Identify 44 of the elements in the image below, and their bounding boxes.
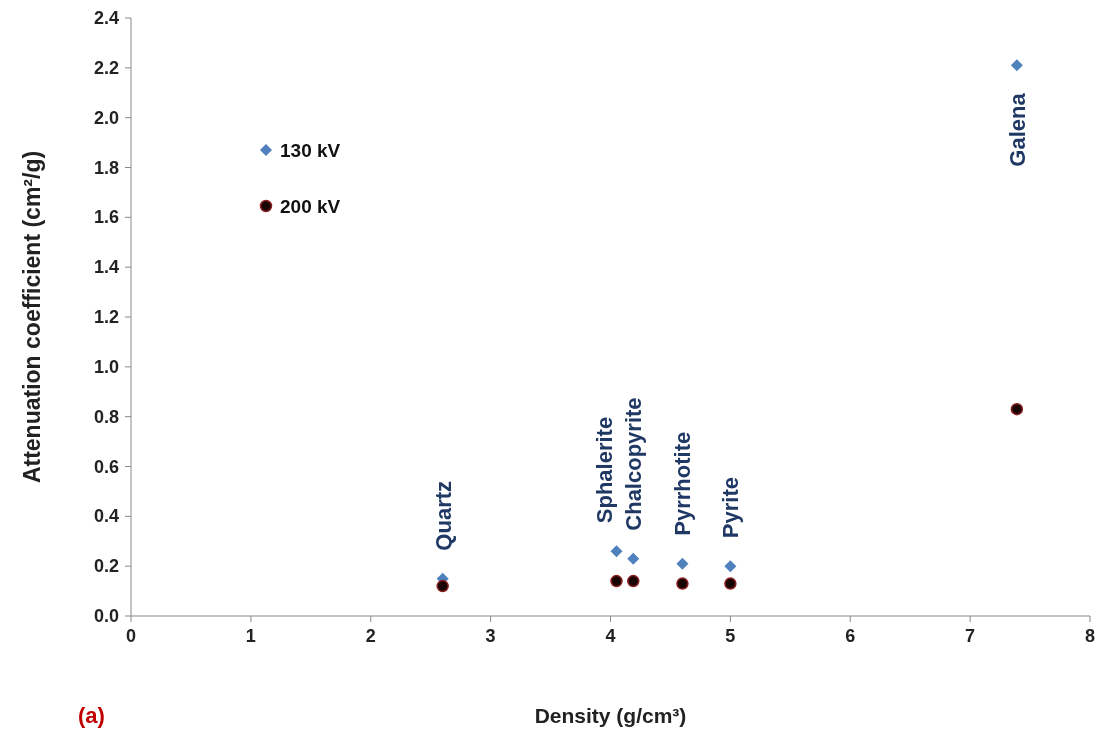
y-tick-label: 1.8 xyxy=(93,157,119,178)
legend-label: 200 kV xyxy=(280,196,341,217)
y-axis-title: Attenuation coefficient (cm²/g) xyxy=(19,150,45,484)
x-axis-title: Density (g/cm³) xyxy=(534,704,687,727)
point xyxy=(676,557,689,570)
point xyxy=(1010,59,1023,72)
y-tick-label: 2.4 xyxy=(93,8,119,28)
point xyxy=(610,574,623,588)
y-tick-label: 0.2 xyxy=(93,556,119,577)
annotation: Sphalerite xyxy=(592,416,618,524)
legend-label: 130 kV xyxy=(280,140,341,161)
point xyxy=(676,577,689,590)
point xyxy=(436,579,449,593)
y-tick-label: 1.0 xyxy=(93,356,119,377)
y-tick-label: 0.6 xyxy=(93,456,119,477)
text: (a) xyxy=(78,703,105,728)
point xyxy=(1010,402,1024,416)
y-tick-label: 2.2 xyxy=(93,57,119,78)
y-tick-label: 1.2 xyxy=(93,307,119,327)
point xyxy=(724,560,737,573)
x-tick-label: 3 xyxy=(485,626,496,646)
x-tick-label: 4 xyxy=(605,626,616,646)
annotation: Pyrite xyxy=(718,477,744,539)
y-tick-label: 0.8 xyxy=(93,406,119,427)
point xyxy=(724,577,737,590)
y-tick-label: 1.6 xyxy=(93,207,119,228)
y-tick-label: 0.4 xyxy=(93,506,119,527)
x-tick-label: 6 xyxy=(845,626,856,646)
y-tick-label: 0.0 xyxy=(93,606,119,626)
point xyxy=(627,574,640,588)
x-tick-label: 7 xyxy=(965,626,976,646)
y-tick-label: 1.4 xyxy=(93,257,119,278)
x-tick-label: 1 xyxy=(245,626,256,646)
point xyxy=(627,552,640,565)
annotation: Galena xyxy=(1004,92,1030,167)
y-tick-label: 2.0 xyxy=(93,107,119,128)
x-tick-label: 8 xyxy=(1084,626,1096,646)
annotation: Quartz xyxy=(430,480,456,551)
annotation: Chalcopyrite xyxy=(621,397,647,531)
point xyxy=(610,545,623,558)
annotation: Pyrrhotite xyxy=(670,431,696,536)
x-tick-label: 2 xyxy=(365,626,376,646)
x-tick-label: 5 xyxy=(725,626,736,646)
x-tick-label: 0 xyxy=(125,626,137,646)
